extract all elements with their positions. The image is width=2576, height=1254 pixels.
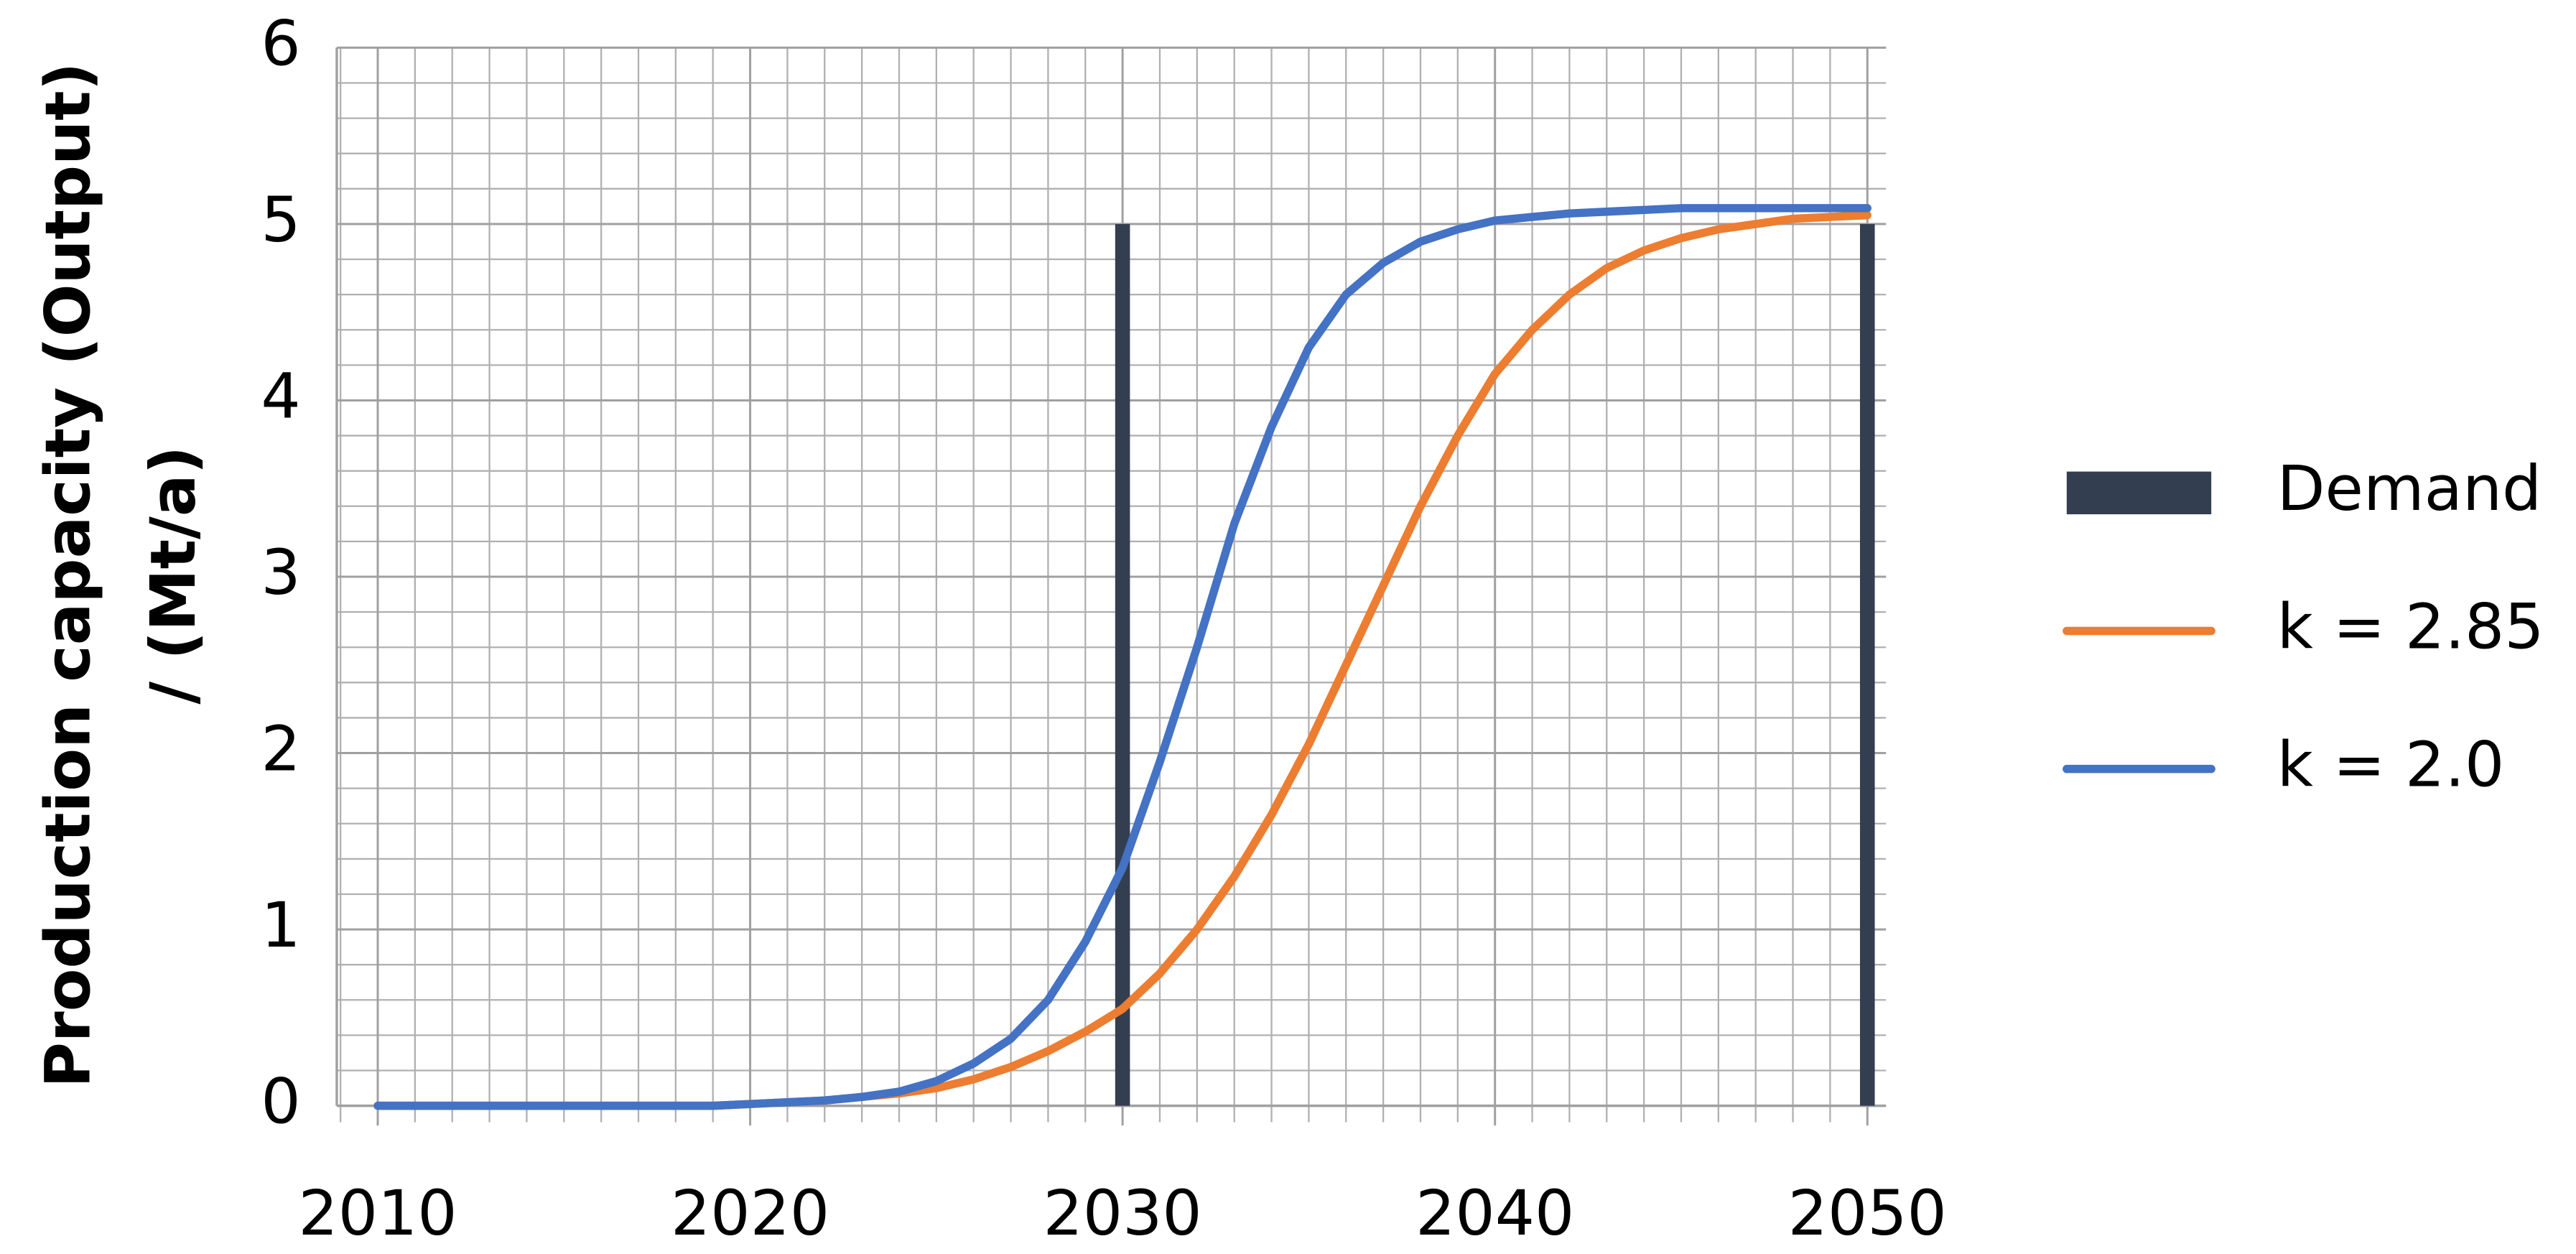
y-tick-label: 4 <box>261 360 300 432</box>
y-tick-label: 5 <box>261 184 300 256</box>
y-tick-label: 3 <box>261 537 300 609</box>
bar <box>1115 223 1130 1106</box>
x-tick-label: 2050 <box>1788 1177 1947 1250</box>
grid <box>336 46 1887 1126</box>
legend-swatch <box>2066 471 2212 515</box>
legend-label: Demand <box>2277 452 2542 525</box>
x-tick-label: 2020 <box>671 1177 829 1250</box>
y-tick-label: 2 <box>261 712 300 785</box>
y-axis-title-line: / (Mt/a) <box>137 446 210 705</box>
y-axis-title: Production capacity (Output) / (Mt/a) <box>32 62 210 1088</box>
legend-label: k = 2.0 <box>2277 729 2505 802</box>
line <box>373 204 1871 1110</box>
y-tick-label: 0 <box>261 1066 300 1138</box>
x-tick-label: 2040 <box>1415 1177 1574 1250</box>
x-tick-label: 2030 <box>1043 1177 1202 1250</box>
bar <box>1859 223 1875 1106</box>
y-axis-title-line: Production capacity (Output) <box>32 62 105 1088</box>
legend: Demand k = 2.85 k = 2.0 <box>2063 452 2544 802</box>
y-tick-label: 6 <box>261 7 300 80</box>
y-tick-label: 1 <box>261 889 300 962</box>
x-tick-label: 2010 <box>298 1177 457 1250</box>
legend-label: k = 2.85 <box>2277 590 2544 663</box>
